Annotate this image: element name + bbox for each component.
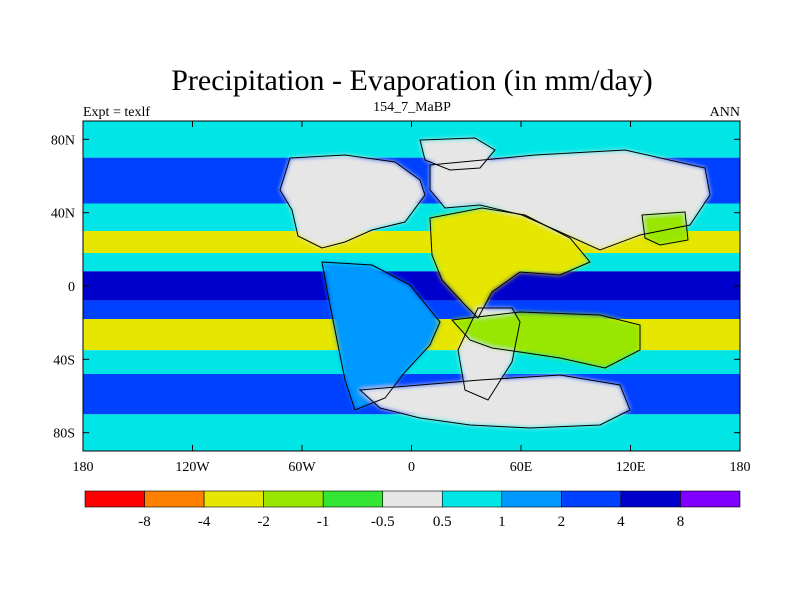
x-tick-label-4: 60E (510, 460, 533, 475)
coastline-outlines (279, 137, 711, 429)
y-tick-label-4: 80S (53, 427, 75, 442)
colorbar-label-5: 0.5 (433, 514, 452, 530)
colorbar: -8 -4 -2 -1 -0.5 0.5 1 2 4 8 (84, 490, 741, 530)
y-tick-label-2: 0 (68, 280, 75, 295)
zonal-band-10 (83, 414, 740, 451)
chart-title: Precipitation - Evaporation (in mm/day) (171, 64, 653, 97)
colorbar-box-3 (263, 490, 324, 508)
land-southeast-asia (642, 212, 688, 245)
colorbar-label-3: -1 (317, 514, 330, 530)
land-north-america (280, 155, 425, 248)
land-antarctica (360, 375, 630, 428)
colorbar-label-2: -2 (257, 514, 270, 530)
x-tick-label-6: 180 (730, 460, 751, 475)
subtitle-period: 154_7_MaBP (373, 100, 451, 115)
colorbar-box-1 (144, 490, 205, 508)
colorbar-box-8 (561, 490, 622, 508)
zonal-band-4 (83, 253, 740, 272)
y-tick-label-3: 40S (53, 353, 75, 368)
x-tick-label-5: 120E (616, 460, 646, 475)
land-southeast-asia-outline (641, 211, 689, 246)
y-tick-label-0: 80N (51, 133, 75, 148)
x-tick-label-1: 120W (175, 460, 210, 475)
land-eurasia (430, 150, 710, 250)
land-eurasia-outline (429, 149, 711, 251)
x-tick-label-0: 180 (73, 460, 94, 475)
land-australia-india-outline (450, 311, 641, 369)
land-greenland-outline (419, 137, 496, 171)
colorbar-box-6 (441, 490, 503, 508)
colorbar-label-6: 1 (498, 514, 506, 530)
colorbar-box-2 (203, 490, 264, 508)
colorbar-label-0: -8 (138, 514, 151, 530)
colorbar-box-7 (501, 490, 562, 508)
colorbar-box-5 (382, 490, 443, 508)
colorbar-box-10 (680, 490, 741, 508)
land-south-america-outline (321, 261, 441, 411)
land-africa-arabia-outline (429, 207, 591, 319)
colorbar-box-4 (322, 490, 384, 508)
land-regions (280, 138, 710, 428)
axis-ticks: 180 120W 60W 0 60E 120E 180 80N 40N 0 40S 80S (51, 121, 751, 475)
land-africa-arabia (430, 208, 590, 318)
x-tick-label-2: 60W (288, 460, 316, 475)
x-tick-label-3: 0 (408, 460, 415, 475)
land-north-america-outline (279, 154, 426, 249)
subtitle-experiment: Expt = texlf (83, 105, 150, 120)
y-tick-label-1: 40N (51, 207, 75, 222)
colorbar-box-0 (84, 490, 145, 508)
land-antarctica-outline (358, 374, 631, 429)
colorbar-label-4: -0.5 (371, 514, 395, 530)
colorbar-label-7: 2 (558, 514, 566, 530)
map-field (83, 121, 740, 451)
colorbar-label-9: 8 (677, 514, 685, 530)
subtitle-season: ANN (710, 105, 740, 120)
land-southern-africa-outline (457, 307, 521, 401)
colorbar-label-1: -4 (198, 514, 211, 530)
colorbar-label-8: 4 (617, 514, 625, 530)
land-south-america (322, 262, 440, 410)
land-australia-india (452, 312, 640, 368)
colorbar-box-9 (620, 490, 681, 508)
